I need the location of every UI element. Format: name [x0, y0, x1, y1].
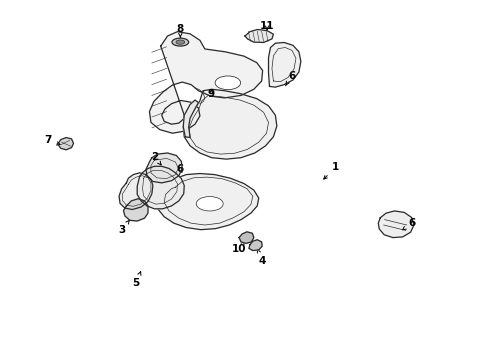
Text: 6: 6: [286, 71, 295, 86]
Text: 3: 3: [118, 220, 129, 235]
Polygon shape: [245, 30, 273, 42]
Text: 1: 1: [324, 162, 339, 179]
Polygon shape: [146, 153, 182, 183]
Polygon shape: [157, 174, 259, 230]
Text: 4: 4: [257, 249, 266, 266]
Text: 11: 11: [260, 21, 274, 31]
Ellipse shape: [172, 38, 189, 46]
Text: 7: 7: [44, 135, 60, 145]
Text: 10: 10: [232, 241, 246, 254]
Text: 5: 5: [133, 272, 141, 288]
Ellipse shape: [176, 40, 185, 44]
Polygon shape: [149, 32, 263, 133]
Text: 2: 2: [151, 152, 161, 165]
Polygon shape: [137, 166, 184, 209]
Ellipse shape: [196, 197, 223, 211]
Polygon shape: [58, 138, 74, 150]
Text: 6: 6: [177, 164, 184, 174]
Polygon shape: [183, 89, 277, 159]
Text: 6: 6: [403, 218, 415, 230]
Polygon shape: [249, 240, 262, 251]
Polygon shape: [378, 211, 414, 238]
Polygon shape: [239, 232, 254, 243]
Ellipse shape: [215, 76, 241, 90]
Polygon shape: [123, 199, 148, 221]
Polygon shape: [183, 100, 198, 138]
Polygon shape: [269, 42, 301, 87]
Text: 8: 8: [177, 24, 184, 37]
Text: 9: 9: [207, 89, 214, 99]
Polygon shape: [119, 173, 153, 210]
